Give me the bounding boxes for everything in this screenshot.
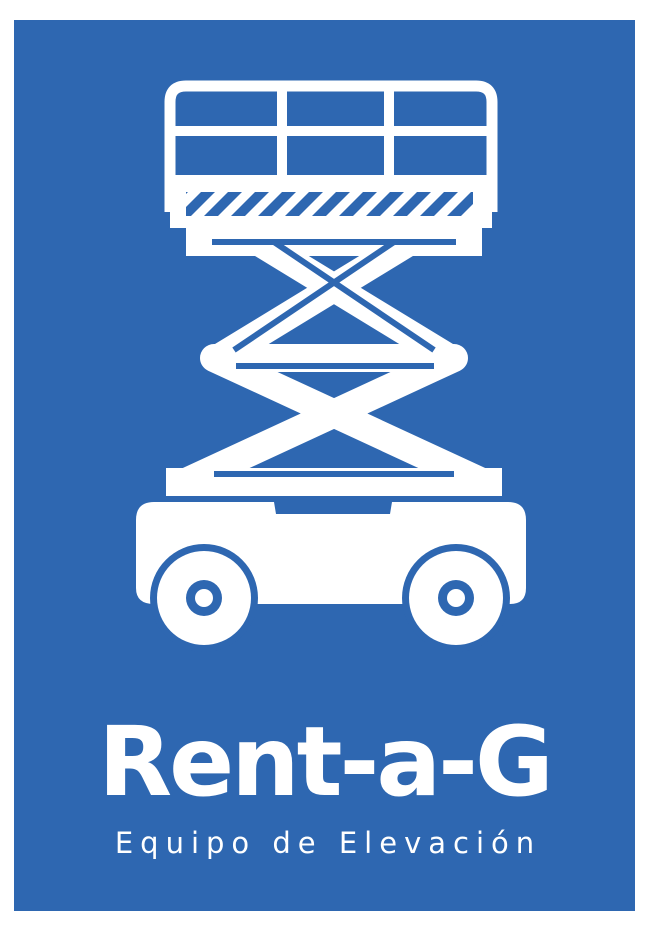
rear-wheel bbox=[402, 544, 510, 652]
brand-name: Rent-a-G bbox=[98, 706, 554, 818]
front-wheel bbox=[150, 544, 258, 652]
scissor-lift-icon bbox=[136, 80, 526, 652]
hazard-stripe bbox=[461, 204, 473, 216]
hazard-stripe bbox=[272, 192, 309, 216]
scissor-arms bbox=[166, 228, 502, 496]
logo-poster: Rent-a-G Equipo de Elevación bbox=[14, 20, 635, 911]
scissor-arm-slots bbox=[212, 239, 456, 477]
hazard-stripe bbox=[434, 192, 471, 216]
hazard-stripe bbox=[218, 192, 255, 216]
hazard-stripe bbox=[407, 192, 444, 216]
hazard-stripe bbox=[353, 192, 390, 216]
brand-tagline: Equipo de Elevación bbox=[114, 826, 542, 860]
hazard-stripe bbox=[299, 192, 336, 216]
hazard-stripe bbox=[186, 192, 201, 207]
hazard-stripe bbox=[380, 192, 417, 216]
hazard-stripe bbox=[245, 192, 282, 216]
hazard-stripe bbox=[191, 192, 228, 216]
hazard-stripe bbox=[326, 192, 363, 216]
platform-deck bbox=[170, 180, 492, 228]
